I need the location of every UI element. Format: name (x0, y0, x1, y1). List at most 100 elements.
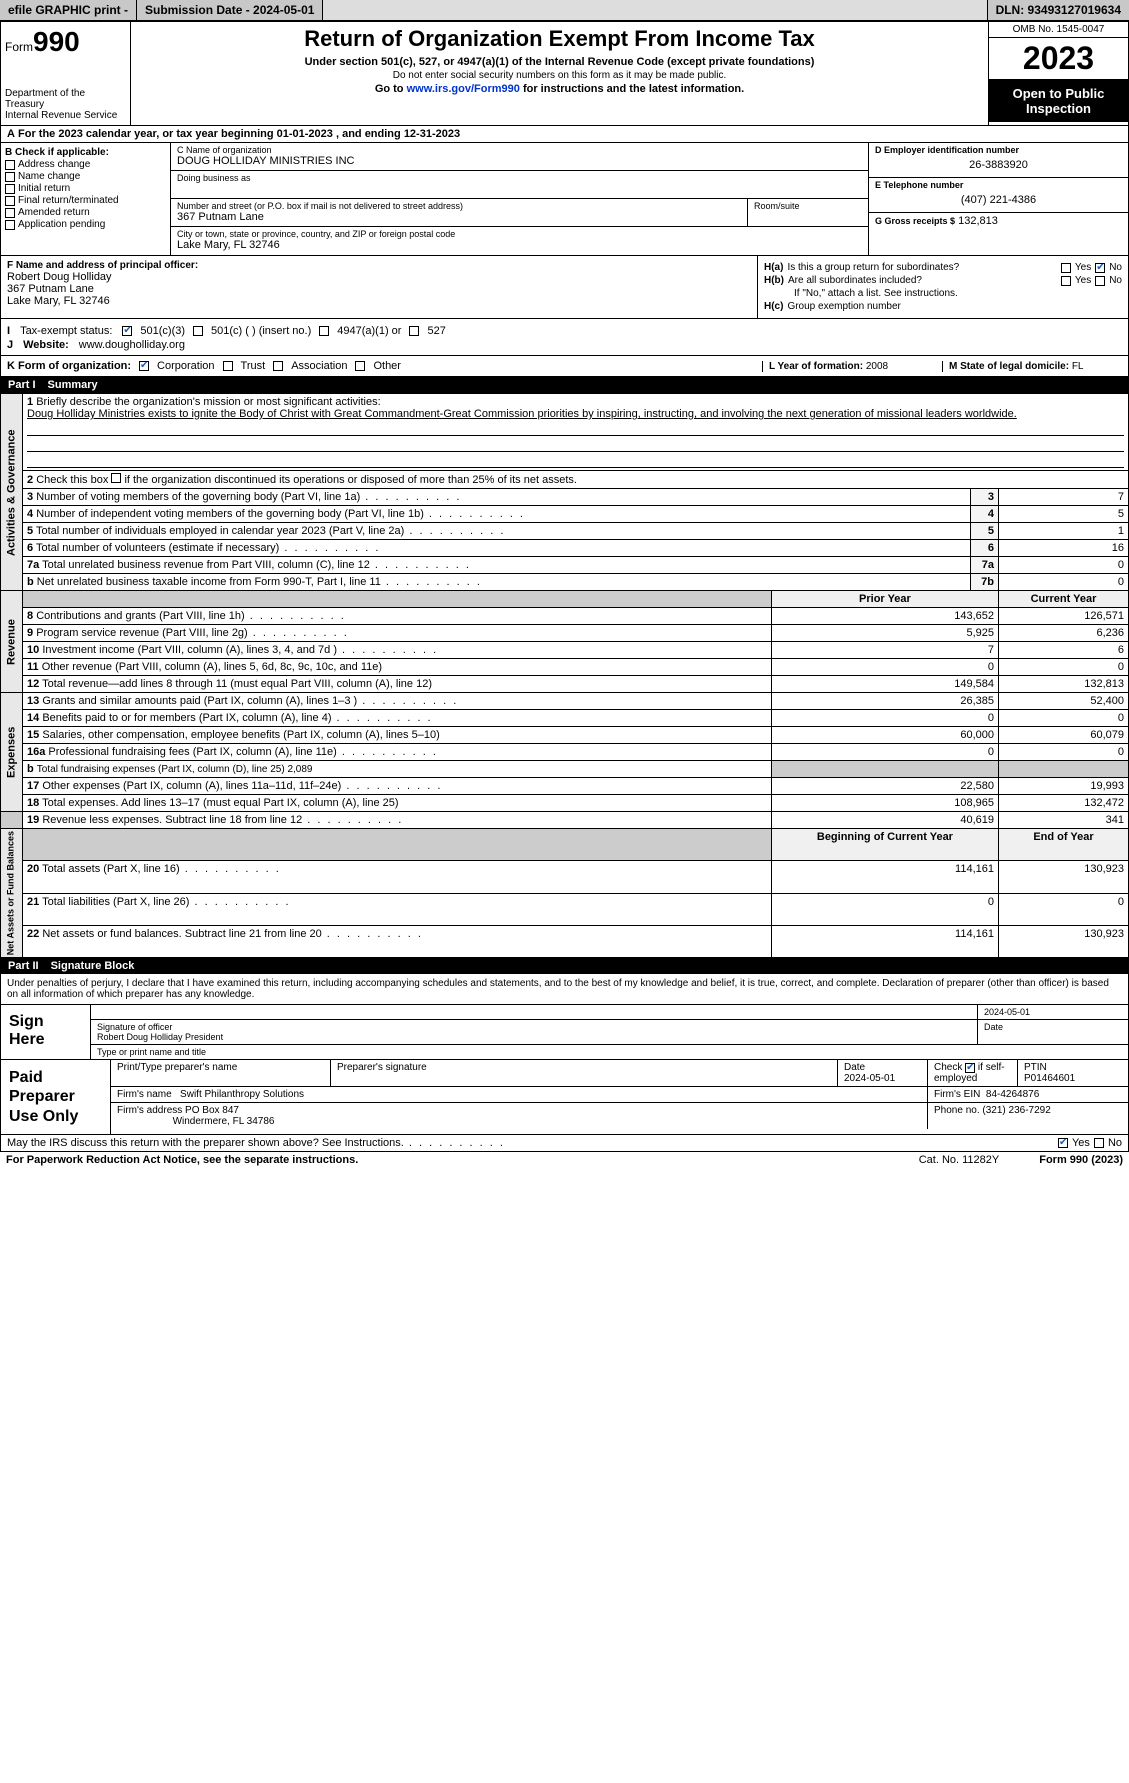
cy-value: 60,079 (999, 727, 1129, 744)
line-num: 18 (27, 797, 39, 809)
checkbox-icon[interactable] (1095, 276, 1105, 286)
line-num: b (27, 763, 34, 775)
cy-value: 6,236 (999, 625, 1129, 642)
ptin-label: PTIN (1024, 1062, 1047, 1073)
checkbox-checked-icon[interactable] (1058, 1138, 1068, 1148)
hc-text: Group exemption number (787, 301, 900, 312)
col-c: C Name of organization DOUG HOLLIDAY MIN… (171, 143, 868, 255)
street-value: 367 Putnam Lane (177, 211, 741, 223)
chk-name-change[interactable]: Name change (5, 171, 166, 182)
line-text: Total assets (Part X, line 16) (42, 863, 281, 875)
checkbox-icon[interactable] (409, 326, 419, 336)
hc-line: H(c) Group exemption number (764, 301, 1122, 312)
chk-final-return[interactable]: Final return/terminated (5, 195, 166, 206)
ij-left: I Tax-exempt status: 501(c)(3) 501(c) ( … (1, 319, 1128, 355)
vlabel-activities: Activities & Governance (1, 394, 23, 591)
py-value: 114,161 (771, 925, 998, 957)
goto-suffix: for instructions and the latest informat… (520, 83, 744, 95)
chk-address-change[interactable]: Address change (5, 159, 166, 170)
website-label: Website: (23, 339, 69, 351)
no-label: No (1109, 262, 1122, 273)
cy-value: 132,813 (999, 676, 1129, 693)
table-row: 7a Total unrelated business revenue from… (1, 557, 1129, 574)
dln: DLN: 93493127019634 (987, 0, 1129, 20)
py-value: 22,580 (771, 778, 998, 795)
city-cell: City or town, state or province, country… (171, 227, 868, 255)
line-num: 5 (27, 525, 33, 537)
table-row: 22 Net assets or fund balances. Subtract… (1, 925, 1129, 957)
table-row: Activities & Governance 1 Briefly descri… (1, 394, 1129, 471)
blank-line (27, 438, 1124, 452)
irs-discuss-text: May the IRS discuss this return with the… (7, 1137, 505, 1149)
py-value: 26,385 (771, 693, 998, 710)
cy-value: 132,472 (999, 795, 1129, 812)
yes-label: Yes (1075, 262, 1091, 273)
gross-value: 132,813 (958, 215, 998, 227)
table-row: 17 Other expenses (Part IX, column (A), … (1, 778, 1129, 795)
checkbox-icon[interactable] (1061, 276, 1071, 286)
line-ref: 4 (971, 506, 999, 523)
prep-date-label: Date (844, 1062, 865, 1073)
open-public: Open to Public Inspection (989, 80, 1128, 122)
checkbox-icon (5, 184, 15, 194)
row-a: A For the 2023 calendar year, or tax yea… (0, 126, 1129, 143)
line-text: Total number of individuals employed in … (36, 525, 505, 537)
checkbox-checked-icon[interactable] (965, 1063, 975, 1073)
line-text: Number of independent voting members of … (36, 508, 525, 520)
checkbox-icon[interactable] (273, 361, 283, 371)
prep-sig-label: Preparer's signature (331, 1060, 838, 1086)
line-ref: 5 (971, 523, 999, 540)
chk-amended-return[interactable]: Amended return (5, 207, 166, 218)
opt-501c: 501(c) ( ) (insert no.) (211, 325, 311, 337)
end-year-header: End of Year (999, 829, 1129, 861)
omb-number: OMB No. 1545-0047 (989, 22, 1128, 38)
py-value: 0 (771, 893, 998, 925)
hc-label: H(c) (764, 301, 783, 312)
py-value: 0 (771, 744, 998, 761)
checkbox-icon (5, 172, 15, 182)
line-num: 9 (27, 627, 33, 639)
irs-link[interactable]: www.irs.gov/Form990 (407, 83, 520, 95)
py-value: 60,000 (771, 727, 998, 744)
checkbox-icon[interactable] (111, 473, 121, 483)
checkbox-icon[interactable] (223, 361, 233, 371)
line-num: 4 (27, 508, 33, 520)
checkbox-icon[interactable] (1061, 263, 1071, 273)
line-num: 12 (27, 678, 39, 690)
checkbox-checked-icon[interactable] (1095, 263, 1105, 273)
line-text: Professional fundraising fees (Part IX, … (48, 746, 438, 758)
cy-value: 0 (999, 893, 1129, 925)
website-line: J Website: www.dougholliday.org (7, 339, 1122, 351)
org-name: DOUG HOLLIDAY MINISTRIES INC (177, 155, 862, 167)
date-label: Date (978, 1020, 1128, 1044)
chk-application-pending[interactable]: Application pending (5, 219, 166, 230)
mission-text: Doug Holliday Ministries exists to ignit… (27, 408, 1017, 420)
checkbox-icon[interactable] (355, 361, 365, 371)
cy-value: 341 (999, 812, 1129, 829)
website-value: www.dougholliday.org (79, 339, 185, 351)
checkbox-checked-icon[interactable] (139, 361, 149, 371)
line-value: 5 (999, 506, 1129, 523)
phone-cell: E Telephone number (407) 221-4386 (869, 178, 1128, 213)
paid-body: Print/Type preparer's name Preparer's si… (111, 1060, 1128, 1134)
chk-initial-return[interactable]: Initial return (5, 183, 166, 194)
checkbox-icon[interactable] (193, 326, 203, 336)
tax-year-begin: 01-01-2023 (277, 128, 333, 140)
table-row: 11 Other revenue (Part VIII, column (A),… (1, 659, 1129, 676)
row-a-label: A (7, 128, 15, 140)
checkbox-icon[interactable] (1094, 1138, 1104, 1148)
m-section: M State of legal domicile: FL (942, 361, 1122, 372)
line-num: 6 (27, 542, 33, 554)
blank-line (27, 422, 1124, 436)
no-label: No (1108, 1137, 1122, 1149)
form-ref: Form 990 (2023) (1039, 1154, 1123, 1166)
paperwork-notice: For Paperwork Reduction Act Notice, see … (6, 1154, 358, 1166)
hb-note: If "No," attach a list. See instructions… (794, 288, 958, 299)
checkbox-icon[interactable] (319, 326, 329, 336)
line-num: 7a (27, 559, 39, 571)
line-num: 22 (27, 928, 39, 940)
form-prefix: Form (5, 40, 33, 54)
checkbox-checked-icon[interactable] (122, 326, 132, 336)
vlabel-netassets: Net Assets or Fund Balances (1, 829, 23, 958)
j-label: J (7, 339, 13, 351)
